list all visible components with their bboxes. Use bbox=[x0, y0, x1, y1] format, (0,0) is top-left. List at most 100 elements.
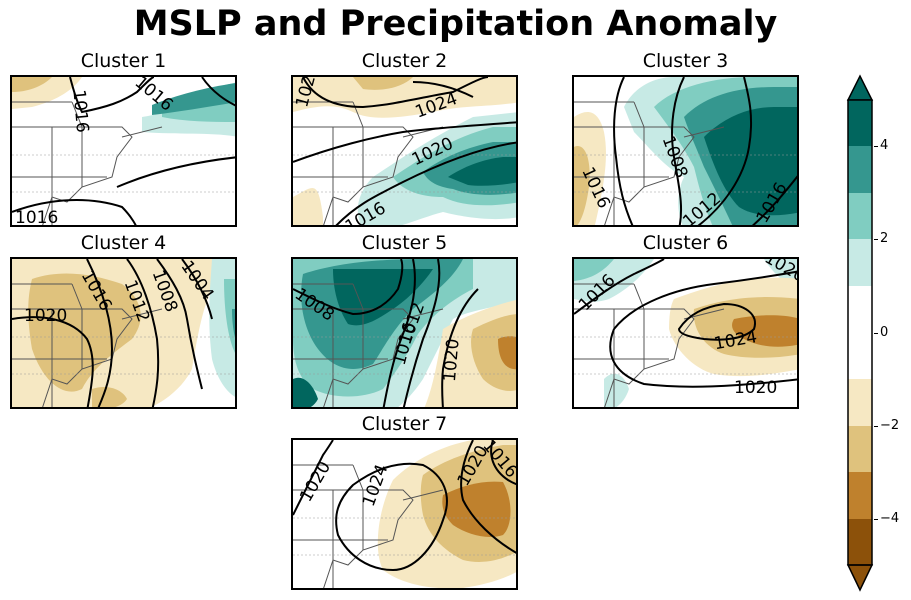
isobar bbox=[293, 121, 516, 163]
panel-title-cluster-1: Cluster 1 bbox=[80, 50, 167, 72]
isobar bbox=[671, 77, 685, 225]
map-panel-cluster-6: 1016 1024 1020 1020 bbox=[572, 257, 799, 409]
dry-anomaly-core bbox=[471, 314, 516, 391]
isobar bbox=[86, 259, 114, 407]
map-svg-cluster-4: 1020 1016 1012 1008 1004 bbox=[12, 259, 235, 407]
contour-label: 1016 bbox=[68, 89, 92, 134]
grid-lines bbox=[293, 154, 516, 193]
grid-lines bbox=[574, 154, 797, 193]
colorbar-label: 2 bbox=[880, 231, 889, 246]
colorbar-segment bbox=[848, 379, 872, 426]
contour-label: 1016 bbox=[15, 208, 58, 227]
isobar bbox=[181, 259, 213, 320]
isobar bbox=[12, 316, 94, 407]
wet-anomaly-mid bbox=[574, 259, 614, 281]
dry-anomaly-core bbox=[12, 77, 52, 92]
isobar bbox=[116, 156, 235, 188]
colorbar-label: 4 bbox=[880, 138, 889, 153]
state-borders bbox=[574, 101, 725, 225]
colorbar bbox=[846, 74, 874, 592]
map-svg-cluster-5: 1008 1012 1016 1020 bbox=[293, 259, 516, 407]
panel-title-cluster-3: Cluster 3 bbox=[642, 50, 729, 72]
grid-lines bbox=[293, 336, 516, 375]
panel-title-cluster-7: Cluster 7 bbox=[361, 413, 448, 435]
dry-anomaly-peak bbox=[732, 315, 797, 347]
map-panel-cluster-5: 1008 1012 1016 1020 bbox=[291, 257, 518, 409]
state-borders bbox=[293, 101, 444, 225]
wet-anomaly-peak bbox=[333, 269, 433, 326]
map-panel-cluster-4: 1020 1016 1012 1008 1004 bbox=[10, 257, 237, 409]
isobar bbox=[613, 77, 634, 225]
colorbar-tick bbox=[874, 519, 878, 520]
colorbar-segment bbox=[848, 426, 872, 472]
map-svg-cluster-6: 1016 1024 1020 1020 bbox=[574, 259, 797, 407]
wet-anomaly-mid bbox=[224, 279, 235, 353]
isobar bbox=[574, 259, 665, 315]
wet-anomaly-peak bbox=[448, 157, 516, 186]
isobar bbox=[293, 259, 404, 316]
colorbar-tick bbox=[874, 426, 878, 427]
isobar bbox=[441, 288, 479, 407]
dry-anomaly-peak bbox=[498, 336, 516, 370]
isobar bbox=[460, 440, 516, 554]
map-panel-cluster-1: 1016 1016 1016 bbox=[10, 75, 237, 227]
colorbar-extend-bottom bbox=[846, 564, 874, 592]
colorbar-segment bbox=[848, 100, 872, 146]
map-svg-cluster-1: 1016 1016 1016 bbox=[12, 77, 235, 227]
grid-lines bbox=[12, 336, 235, 375]
isobar bbox=[126, 259, 160, 407]
dry-anomaly-peak bbox=[442, 481, 511, 537]
colorbar-segment bbox=[848, 519, 872, 565]
colorbar-segment bbox=[848, 472, 872, 519]
state-borders bbox=[293, 283, 444, 407]
panel-title-cluster-2: Cluster 2 bbox=[361, 50, 448, 72]
panel-title-cluster-4: Cluster 4 bbox=[80, 232, 167, 254]
colorbar-label: −4 bbox=[880, 511, 900, 526]
isobar bbox=[335, 141, 516, 225]
colorbar-extend-top bbox=[846, 74, 874, 101]
dry-anomaly-core bbox=[28, 273, 141, 392]
colorbar-tick bbox=[874, 146, 878, 147]
grid-lines bbox=[293, 517, 516, 556]
colorbar-tick bbox=[874, 239, 878, 240]
isobar bbox=[302, 77, 489, 109]
isobar bbox=[613, 270, 797, 330]
map-panel-cluster-2: 1020 1024 1020 1016 bbox=[291, 75, 518, 227]
dry-anomaly-core bbox=[353, 77, 413, 90]
isobar bbox=[751, 175, 797, 225]
contour-label: 1020 bbox=[24, 306, 67, 326]
isobar bbox=[402, 259, 441, 407]
isobar bbox=[697, 77, 753, 225]
isobar bbox=[609, 328, 797, 388]
grid-lines bbox=[12, 154, 235, 193]
colorbar-segment bbox=[848, 286, 872, 379]
dry-anomaly-region bbox=[293, 188, 323, 225]
colorbar-frame bbox=[847, 99, 873, 566]
isobar bbox=[293, 440, 334, 516]
isobar bbox=[412, 81, 474, 98]
contour-label: 1020 bbox=[440, 338, 464, 383]
isobar bbox=[335, 462, 448, 572]
map-svg-cluster-7: 1020 1024 1020 1016 bbox=[293, 440, 516, 588]
wet-anomaly-region bbox=[604, 373, 629, 407]
colorbar-tick bbox=[874, 333, 878, 334]
map-panel-cluster-7: 1020 1024 1020 1016 bbox=[291, 438, 518, 590]
colorbar-segment bbox=[848, 193, 872, 239]
isobar bbox=[382, 259, 416, 407]
map-svg-cluster-2: 1020 1024 1020 1016 bbox=[293, 77, 516, 225]
colorbar-label: −2 bbox=[880, 418, 900, 433]
wet-anomaly-core bbox=[232, 309, 235, 338]
dry-anomaly-region bbox=[293, 77, 516, 118]
contour-label: 1020 bbox=[734, 378, 777, 398]
colorbar-label: 0 bbox=[880, 325, 889, 340]
panel-title-cluster-6: Cluster 6 bbox=[642, 232, 729, 254]
wet-anomaly-peak bbox=[293, 377, 318, 407]
isobar bbox=[12, 199, 137, 225]
colorbar-segment bbox=[848, 146, 872, 193]
wet-anomaly-peak bbox=[704, 107, 797, 216]
colorbar-segment bbox=[848, 239, 872, 286]
isobar bbox=[156, 259, 203, 390]
state-borders bbox=[12, 101, 163, 225]
panel-title-cluster-5: Cluster 5 bbox=[361, 232, 448, 254]
isobar bbox=[201, 77, 235, 107]
